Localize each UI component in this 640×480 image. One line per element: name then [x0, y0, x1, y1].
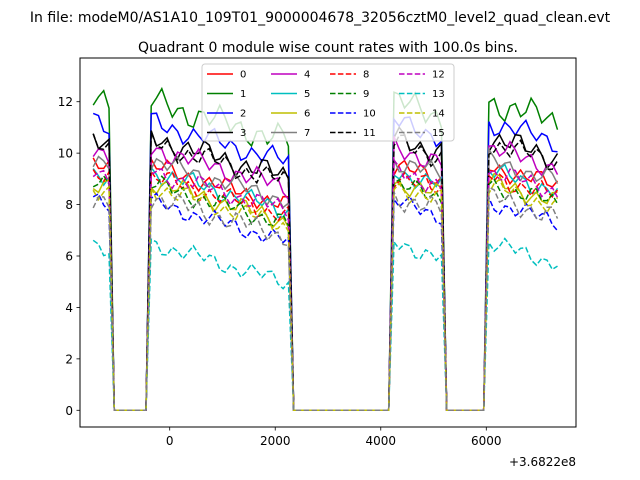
x-tick-label: 4000 — [365, 434, 396, 448]
legend-label-1: 1 — [240, 89, 246, 100]
y-tick-label: 2 — [65, 352, 73, 366]
series-line-15 — [92, 186, 559, 412]
legend-label-6: 6 — [304, 109, 310, 120]
legend-label-12: 12 — [432, 70, 445, 81]
y-tick-label: 8 — [65, 198, 73, 212]
x-tick-label: 2000 — [260, 434, 291, 448]
x-tick-label: 0 — [166, 434, 174, 448]
legend-label-13: 13 — [432, 89, 445, 100]
plot-area — [92, 86, 559, 412]
legend-label-2: 2 — [240, 109, 246, 120]
legend-label-11: 11 — [363, 128, 376, 139]
plot-frame — [79, 57, 577, 428]
legend-label-0: 0 — [240, 70, 246, 81]
legend-label-9: 9 — [363, 89, 369, 100]
legend-label-3: 3 — [240, 128, 246, 139]
y-tick-label: 12 — [58, 95, 73, 109]
legend-label-15: 15 — [432, 128, 445, 139]
x-offset-label: +3.6822e8 — [509, 455, 576, 469]
axes: 0 2 4 6 8 10 12 0 2000 4000 6000 — [58, 95, 502, 448]
legend-label-4: 4 — [304, 70, 310, 81]
legend-label-14: 14 — [432, 109, 445, 120]
legend-box — [201, 63, 455, 142]
y-tick-label: 6 — [65, 250, 73, 264]
y-tick-label: 10 — [58, 147, 73, 161]
legend-label-10: 10 — [363, 109, 376, 120]
legend-label-7: 7 — [304, 128, 310, 139]
x-tick-label: 6000 — [471, 434, 502, 448]
y-tick-label: 0 — [65, 404, 73, 418]
legend-label-5: 5 — [304, 89, 310, 100]
chart-suptitle: In file: modeM0/AS1A10_109T01_9000004678… — [30, 10, 611, 26]
y-tick-label: 4 — [65, 301, 73, 315]
legend-label-8: 8 — [363, 70, 369, 81]
chart-title: Quadrant 0 module wise count rates with … — [138, 40, 518, 56]
